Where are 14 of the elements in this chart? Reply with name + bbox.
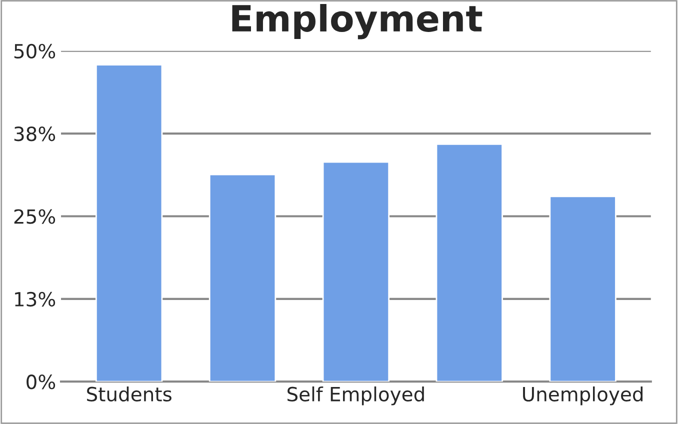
x-tick-label: Students (87, 386, 172, 402)
y-tick-label: 25% (14, 209, 56, 224)
x-tick-label: Unemployed (523, 386, 643, 406)
x-tick-label: Self Employed (288, 386, 424, 406)
y-tick-label: 50% (14, 44, 56, 59)
bar (322, 161, 390, 382)
bar (436, 143, 503, 382)
bar (208, 174, 276, 382)
y-tick-label: 38% (14, 126, 56, 142)
y-tick-label: 13% (15, 292, 56, 307)
y-tick-label: 0% (26, 374, 56, 390)
bar (95, 64, 163, 382)
chart-title: Employment (232, 4, 482, 40)
bar (549, 196, 616, 382)
